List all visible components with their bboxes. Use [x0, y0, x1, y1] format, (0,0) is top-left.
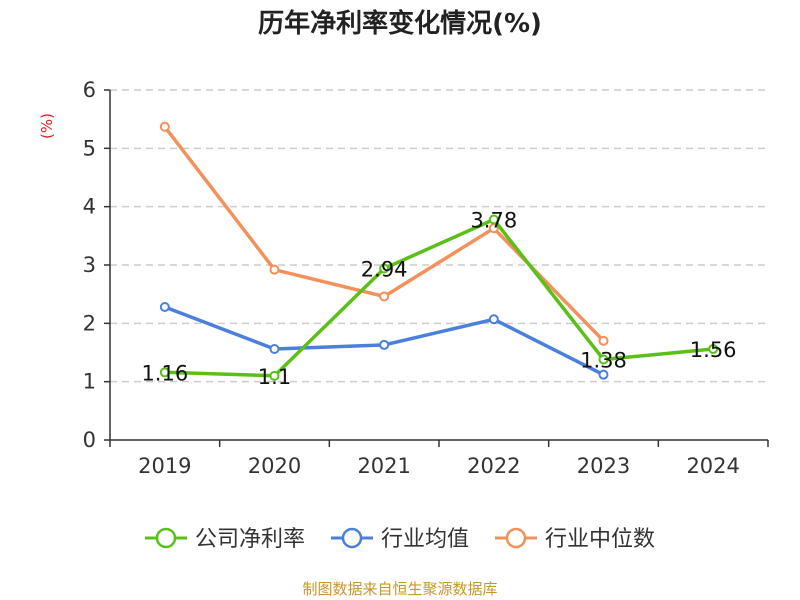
legend-label: 公司净利率 [195, 527, 305, 552]
legend-label: 行业均值 [381, 527, 469, 552]
x-tick-label: 2019 [138, 454, 191, 478]
y-tick-label: 0 [83, 428, 96, 452]
data-label: 3.78 [470, 209, 517, 233]
data-label: 1.56 [690, 338, 737, 362]
y-tick-label: 2 [83, 311, 96, 335]
data-point[interactable] [488, 314, 499, 325]
data-point[interactable] [269, 344, 280, 354]
data-label: 1.16 [141, 361, 188, 385]
x-tick-label: 2020 [248, 454, 301, 478]
series-2 [159, 302, 609, 380]
data-point[interactable] [159, 367, 170, 378]
legend[interactable]: 公司净利率 行业均值 行业中位数 [145, 527, 655, 552]
data-label: 1.1 [258, 365, 291, 389]
data-point[interactable] [379, 291, 390, 302]
series-line [163, 217, 715, 378]
data-point[interactable] [708, 344, 719, 354]
data-point[interactable] [598, 335, 609, 346]
y-tick-label: 4 [83, 195, 96, 219]
series-group [159, 121, 719, 381]
y-tick-label: 5 [83, 136, 96, 160]
data-point[interactable] [598, 369, 609, 380]
data-point[interactable] [159, 121, 170, 132]
y-axis-unit: (%) [38, 113, 56, 139]
data-point[interactable] [379, 263, 390, 274]
data-point[interactable] [159, 302, 170, 312]
series-line [163, 125, 606, 343]
data-label: 2.94 [361, 258, 408, 282]
x-tick-label: 2024 [686, 454, 739, 478]
legend-label: 行业中位数 [545, 527, 655, 552]
legend-item-3[interactable]: 行业中位数 [495, 527, 655, 552]
data-label: 1.38 [580, 349, 627, 373]
y-tick-label: 1 [83, 370, 96, 394]
grid-lines [110, 89, 768, 383]
x-tick-label: 2022 [467, 454, 520, 478]
data-point[interactable] [269, 370, 280, 381]
legend-marker-icon [341, 527, 363, 549]
legend-marker-icon [505, 527, 527, 549]
data-point[interactable] [598, 354, 609, 365]
series-1 [159, 214, 719, 381]
data-point[interactable] [379, 339, 390, 350]
data-point[interactable] [488, 214, 499, 225]
axes: 0 1 2 3 4 5 6 2019 2020 2021 2022 2023 2024 [83, 78, 769, 478]
data-point[interactable] [269, 264, 280, 275]
legend-item-1[interactable]: 公司净利率 [145, 527, 305, 552]
source-note: 制图数据来自恒生聚源数据库 [302, 580, 497, 598]
data-labels: 1.16 1.1 2.94 3.78 1.38 1.56 [141, 209, 736, 389]
y-tick-label: 3 [83, 253, 96, 277]
series-3 [159, 121, 609, 346]
x-tick-label: 2021 [357, 454, 410, 478]
y-tick-label: 6 [83, 78, 96, 102]
legend-item-2[interactable]: 行业均值 [331, 527, 469, 552]
chart-title: 历年净利率变化情况(%) [258, 8, 542, 39]
legend-marker-icon [155, 527, 177, 549]
x-tick-label: 2023 [577, 454, 630, 478]
